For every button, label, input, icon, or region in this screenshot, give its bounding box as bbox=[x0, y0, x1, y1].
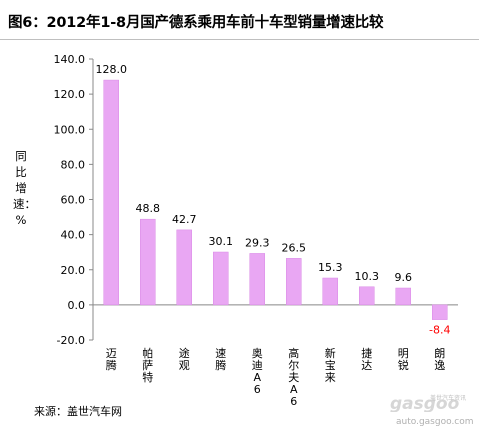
chart-title: 图6：2012年1-8月国产德系乘用车前十车型销量增速比较 bbox=[8, 15, 384, 31]
bar-value-label: 42.7 bbox=[172, 213, 197, 226]
category-label: 朗逸 bbox=[434, 347, 445, 372]
category-label: 明锐 bbox=[398, 347, 409, 372]
category-label: 迈腾 bbox=[106, 347, 117, 372]
bar bbox=[213, 251, 229, 306]
bar-value-label: 15.3 bbox=[318, 261, 343, 274]
title-bar: 图6：2012年1-8月国产德系乘用车前十车型销量增速比较 bbox=[0, 0, 479, 40]
y-tick-label: 120.0 bbox=[54, 88, 86, 101]
category-label: 奥迪 A 6 bbox=[252, 346, 263, 396]
bar bbox=[359, 286, 375, 306]
bar-value-label: -8.4 bbox=[429, 324, 450, 337]
bar-value-label: 29.3 bbox=[245, 236, 270, 249]
bar-value-label: 48.8 bbox=[136, 202, 161, 215]
bar-value-label: 26.5 bbox=[282, 241, 307, 254]
category-label: 帕萨特 bbox=[142, 346, 153, 384]
watermark-logo-text: gasgoo bbox=[390, 394, 460, 412]
bar bbox=[176, 229, 192, 306]
watermark-small-text: 盖世汽车资讯 bbox=[430, 395, 467, 402]
y-tick-label: 80.0 bbox=[61, 158, 86, 171]
bar-value-label: 9.6 bbox=[395, 271, 413, 284]
source-note: 来源：盖世汽车网 bbox=[34, 405, 122, 418]
y-tick-label: 0.0 bbox=[68, 299, 86, 312]
y-tick-label: 60.0 bbox=[61, 194, 86, 207]
y-tick-label: 100.0 bbox=[54, 123, 86, 136]
y-tick-label: 20.0 bbox=[61, 264, 86, 277]
bar bbox=[249, 253, 265, 306]
bar bbox=[140, 218, 156, 306]
y-tick-label: -20.0 bbox=[57, 334, 85, 347]
category-label: 速腾 bbox=[215, 347, 226, 372]
bar bbox=[103, 79, 119, 306]
bar bbox=[432, 304, 448, 320]
watermark-url: auto.gasgoo.com bbox=[396, 417, 474, 427]
category-label: 高尔夫 A 6 bbox=[288, 346, 299, 408]
category-label: 新宝来 bbox=[325, 346, 336, 384]
y-tick-label: 140.0 bbox=[54, 53, 86, 66]
y-tick-label: 40.0 bbox=[61, 229, 86, 242]
bar bbox=[286, 258, 302, 306]
category-label: 途观 bbox=[179, 346, 190, 372]
bar bbox=[395, 287, 411, 306]
bar bbox=[322, 277, 338, 306]
bar-value-label: 128.0 bbox=[96, 63, 128, 76]
bar-value-label: 10.3 bbox=[355, 270, 380, 283]
gasgoo-logo-icon: gasgoo bbox=[390, 394, 460, 412]
category-label: 捷达 bbox=[361, 346, 372, 372]
bar-value-label: 30.1 bbox=[209, 235, 234, 248]
